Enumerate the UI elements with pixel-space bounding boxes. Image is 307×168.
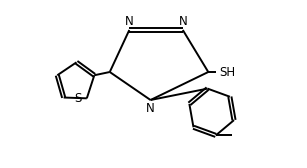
Text: N: N <box>146 102 155 115</box>
Text: N: N <box>125 15 134 28</box>
Text: N: N <box>178 15 187 28</box>
Text: S: S <box>74 92 82 105</box>
Text: SH: SH <box>219 66 235 78</box>
